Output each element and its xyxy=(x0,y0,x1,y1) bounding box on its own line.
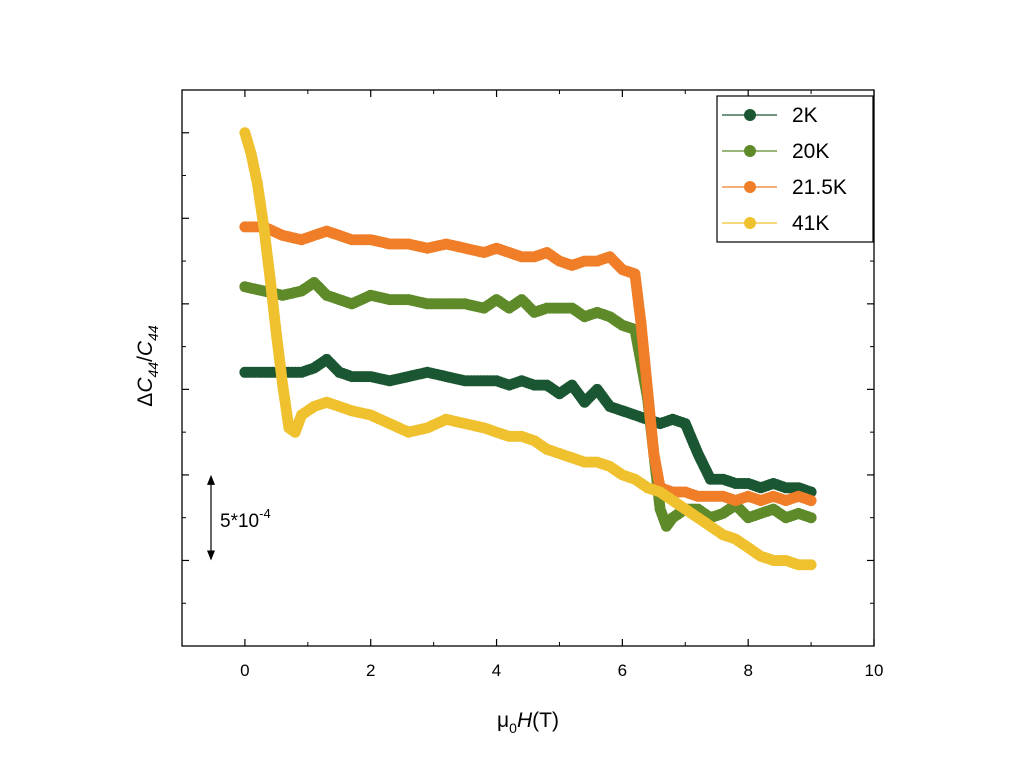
legend-item-2K: 2K xyxy=(722,104,818,127)
y-axis-title-c2: C xyxy=(134,340,157,356)
legend-box xyxy=(716,95,874,243)
x-axis-title-h: H xyxy=(517,709,533,732)
x-axis-title-sub: 0 xyxy=(509,720,517,736)
x-tick-label: 10 xyxy=(865,661,884,680)
x-tick-label: 2 xyxy=(366,661,375,680)
y-axis-title-c1-sub: 44 xyxy=(145,362,161,378)
x-axis-title-unit: (T) xyxy=(532,709,559,732)
legend-item-20K: 20K xyxy=(722,140,829,163)
data-point xyxy=(805,495,817,507)
legend-item-41K: 41K xyxy=(722,212,829,235)
legend-label: 20K xyxy=(792,140,829,163)
legend-label: 21.5K xyxy=(792,176,847,199)
scale-label: 5*10-4 xyxy=(220,506,271,532)
series-41K xyxy=(239,127,817,571)
scale-arrow-head-bottom xyxy=(207,550,215,561)
legend-label: 2K xyxy=(792,104,818,127)
x-axis-title-mu: μ xyxy=(497,709,509,732)
scale-arrow-head-top xyxy=(207,474,215,485)
x-tick-label: 0 xyxy=(240,661,249,680)
y-axis-title: ΔC44/C44 xyxy=(134,325,161,407)
legend-swatch-marker xyxy=(744,181,756,193)
data-point xyxy=(805,559,817,571)
series-layer xyxy=(239,127,817,571)
series-2K xyxy=(239,353,817,498)
legend-swatch-marker xyxy=(744,217,756,229)
y-axis-title-delta: Δ xyxy=(134,393,157,407)
plot-frame xyxy=(181,89,875,647)
scale-annotation: 5*10-4 xyxy=(207,474,271,561)
x-tick-label: 6 xyxy=(618,661,627,680)
y-axis-title-c1: C xyxy=(134,377,157,393)
legend: 2K 20K 21.5K 41K xyxy=(716,95,874,243)
series-21.5K xyxy=(239,221,817,507)
legend-label: 41K xyxy=(792,212,829,235)
x-tick-label: 8 xyxy=(743,661,752,680)
scale-label-exp: -4 xyxy=(259,506,271,521)
data-point xyxy=(805,512,817,524)
y-axis-title-c2-sub: 44 xyxy=(145,325,161,341)
legend-swatch-marker xyxy=(744,109,756,121)
legend-swatch-marker xyxy=(744,145,756,157)
x-axis-title: μ0H(T) xyxy=(497,709,559,736)
x-tick-label: 4 xyxy=(492,661,501,680)
legend-item-21.5K: 21.5K xyxy=(722,176,847,199)
y-axis-title-slash: / xyxy=(134,356,157,362)
scale-label-base: 5*10 xyxy=(220,511,259,532)
